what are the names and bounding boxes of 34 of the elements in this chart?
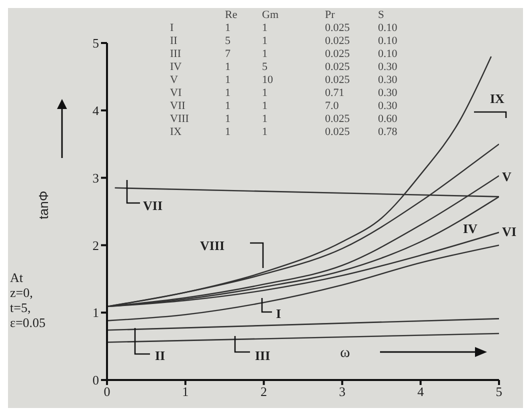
x-tick-label: 0 [104, 384, 110, 400]
x-tick-label: 1 [182, 384, 189, 400]
text: I 1 1 0.025 0.10 [170, 22, 398, 34]
series-label: IV [463, 221, 478, 236]
series-label: VI [502, 224, 516, 239]
y-tick-label: 3 [92, 170, 99, 186]
series-label: IX [490, 91, 506, 106]
y-tick-label: 0 [92, 372, 99, 388]
series-label: V [502, 169, 512, 184]
x-tick-label: 3 [338, 384, 346, 400]
y-tick-label: 5 [92, 36, 99, 51]
x-tick-label: 2 [260, 384, 268, 400]
text: At z=0, t=5, ε=0.05 [10, 270, 46, 330]
x-axis-title: ω [340, 345, 350, 361]
y-tick-label: 1 [92, 305, 99, 320]
text: V 1 10 0.025 0.30 [170, 74, 398, 86]
y-tick-label: 4 [92, 103, 100, 118]
series-label: VII [143, 198, 163, 213]
text: IX 1 1 0.025 0.78 [170, 126, 398, 138]
x-tick-label: 5 [496, 384, 502, 400]
series-label: III [255, 348, 270, 363]
y-tick-label: 2 [92, 238, 99, 253]
text: VIII [200, 238, 225, 253]
x-tick-label: 4 [417, 384, 424, 400]
text: VIII 1 1 0.025 0.60 [170, 113, 398, 125]
text: II 5 1 0.025 0.10 [170, 35, 398, 47]
text: III 7 1 0.025 0.10 [170, 48, 398, 60]
text: Re Gm Pr S [225, 9, 384, 21]
text: VII 1 1 7.0 0.30 [170, 100, 398, 112]
y-axis-title: tanΦ [36, 190, 51, 220]
text: IV 1 5 0.025 0.30 [170, 61, 398, 73]
series-label: I [276, 306, 282, 321]
text: VI 1 1 0.71 0.30 [170, 87, 398, 99]
series-label: II [155, 348, 166, 363]
